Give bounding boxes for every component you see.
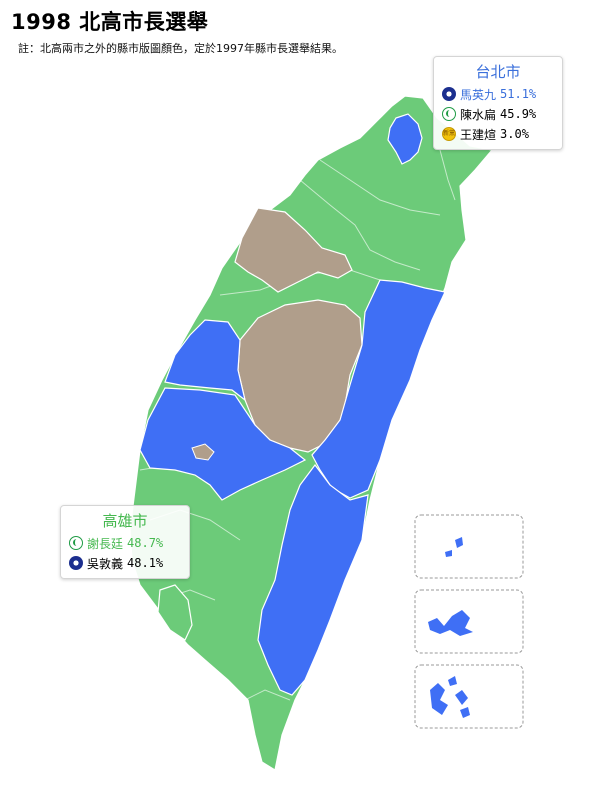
- island-kinmen: [428, 610, 473, 636]
- dpp-emblem-icon: [442, 107, 456, 121]
- county-hualien: [311, 279, 446, 499]
- map-title: 1998 北高市長選舉: [11, 10, 209, 34]
- island-box-pengjia: [414, 514, 524, 579]
- island-pengjia: [445, 537, 463, 557]
- candidate-row: 馬英九 51.1%: [442, 84, 554, 104]
- city-taipei: [387, 113, 423, 165]
- map-note: 註：北高兩市之外的縣市版圖顏色，定於1997年縣市長選舉結果。: [18, 42, 343, 55]
- candidate-row: 新黨 王建煊 3.0%: [442, 124, 554, 144]
- island-matsu: [430, 676, 470, 718]
- county-taitung: [257, 464, 369, 696]
- candidate-percent: 3.0%: [500, 127, 529, 141]
- dpp-emblem-icon: [69, 536, 83, 550]
- island-box-kinmen: [414, 589, 524, 654]
- county-yunlin-chiayi: [139, 387, 307, 501]
- candidate-row: 吳敦義 48.1%: [69, 553, 181, 573]
- kmt-emblem-icon: [69, 556, 83, 570]
- taipei-city-label: 台北市: [475, 63, 521, 81]
- candidate-name: 陳水扁: [460, 107, 497, 122]
- candidate-name: 吳敦義: [87, 556, 124, 571]
- candidate-row: 謝長廷 48.7%: [69, 533, 181, 553]
- county-taichung: [234, 207, 353, 293]
- candidate-percent: 45.9%: [500, 107, 537, 121]
- candidate-name: 馬英九: [460, 87, 497, 102]
- county-chiayi-city: [191, 443, 215, 461]
- candidate-name: 王建煊: [460, 127, 497, 142]
- kaohsiung-city-label: 高雄市: [102, 512, 148, 530]
- candidate-name: 謝長廷: [87, 536, 124, 551]
- candidate-percent: 48.7%: [127, 536, 164, 550]
- taipei-result-panel: 台北市 馬英九 51.1% 陳水扁 45.9% 新黨 王建煊 3.0%: [433, 56, 563, 150]
- county-changhua: [164, 319, 246, 402]
- kmt-emblem-icon: [442, 87, 456, 101]
- island-box-matsu: [414, 664, 524, 729]
- candidate-row: 陳水扁 45.9%: [442, 104, 554, 124]
- outlying-islands: [414, 514, 524, 729]
- candidate-percent: 48.1%: [127, 556, 164, 570]
- kaohsiung-result-panel: 高雄市 謝長廷 48.7% 吳敦義 48.1%: [60, 505, 190, 579]
- candidate-percent: 51.1%: [500, 87, 537, 101]
- new-party-emblem-icon: 新黨: [442, 127, 456, 141]
- city-kaohsiung: [157, 584, 193, 641]
